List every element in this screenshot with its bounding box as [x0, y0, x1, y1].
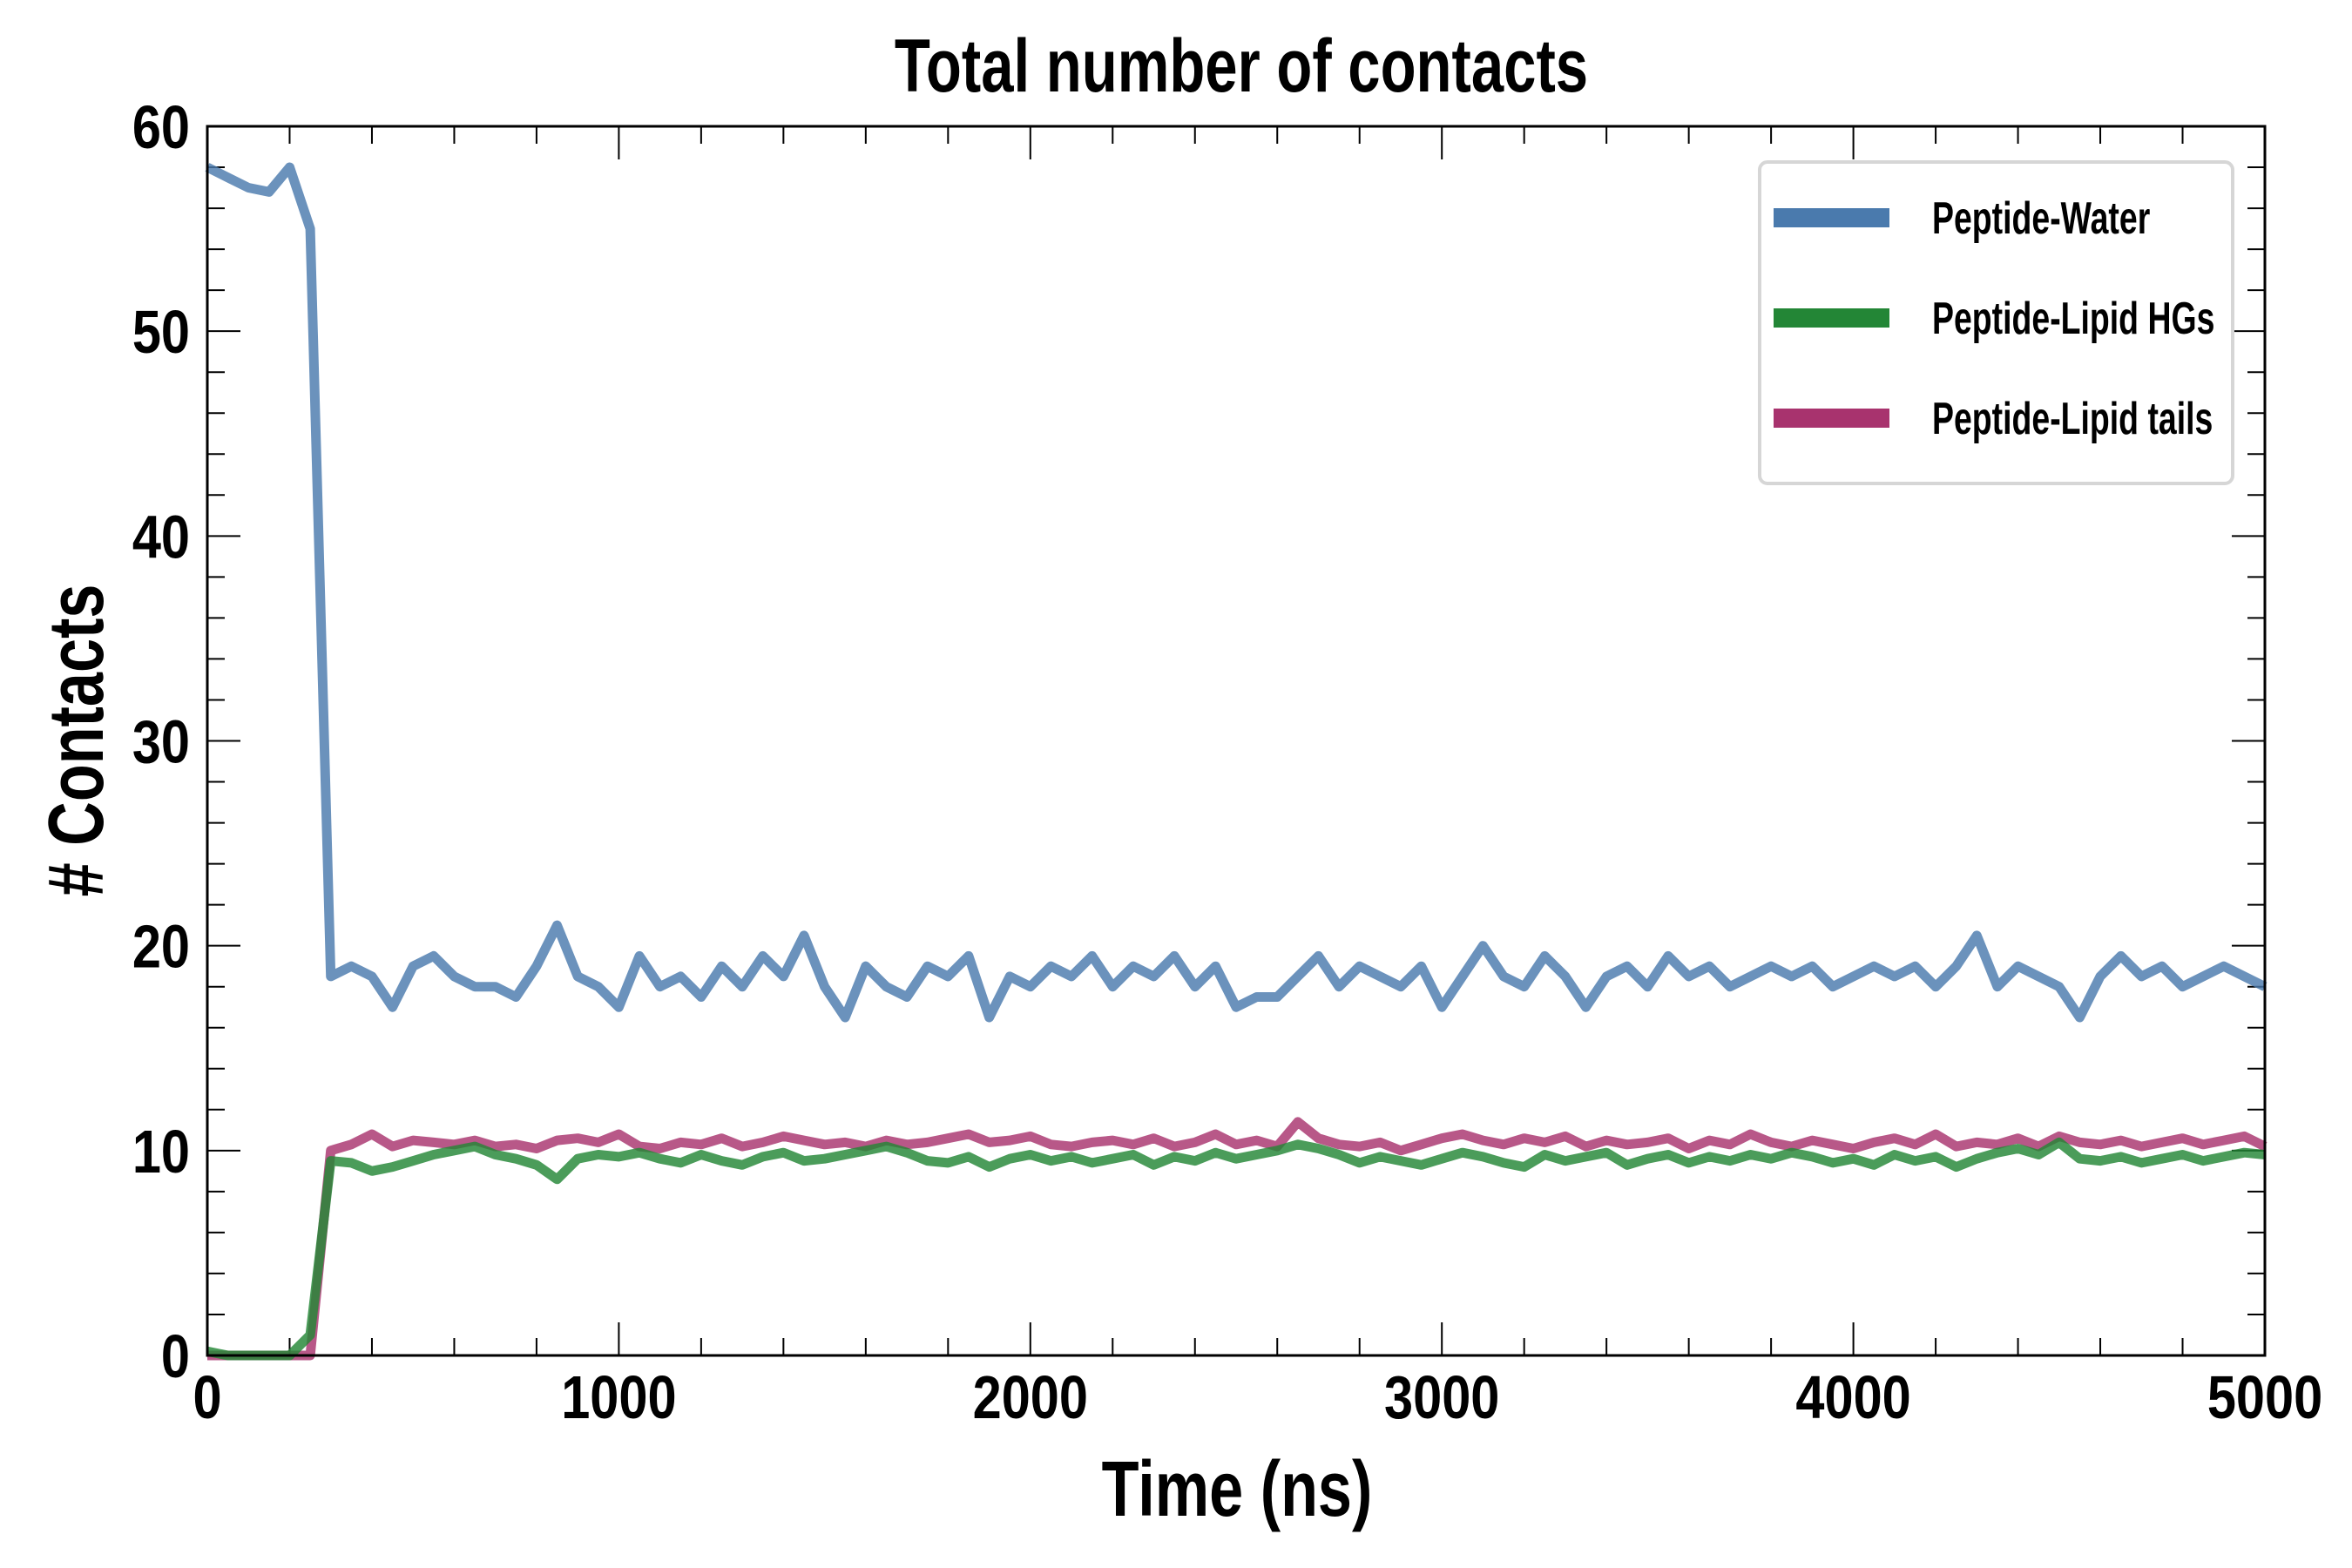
series-line-peptide-lipid-hgs: [206, 1137, 2266, 1361]
y-tick-label: 10: [132, 1117, 190, 1186]
y-tick-label: 40: [132, 503, 190, 571]
plot-frame: [206, 125, 2267, 1357]
x-tick-label: 4000: [1795, 1362, 1910, 1431]
x-tick-label: 1000: [561, 1362, 676, 1431]
legend-box: [1758, 160, 2234, 485]
legend-label: Peptide-Water: [1932, 193, 2150, 244]
legend: Peptide-Water Peptide-Lipid HGs Peptide-Li…: [1758, 160, 2234, 485]
y-tick-label: 60: [132, 92, 190, 161]
y-axis-label: # Contacts: [33, 585, 120, 897]
y-tick-label: 0: [161, 1321, 190, 1390]
series-line-peptide-water: [205, 162, 2268, 1023]
y-tick-label: 20: [132, 912, 190, 981]
legend-label: Peptide-Lipid tails: [1932, 393, 2213, 444]
x-tick-label: 5000: [2207, 1362, 2322, 1431]
legend-label: Peptide-Lipid HGs: [1932, 293, 2214, 344]
legend-swatch: [1774, 208, 1889, 227]
legend-swatch: [1774, 308, 1889, 328]
series-line-peptide-lipid-tails: [207, 1117, 2268, 1361]
x-tick-label: 2000: [973, 1362, 1088, 1431]
y-tick-label: 30: [132, 707, 190, 776]
y-tick-label: 50: [132, 298, 190, 367]
x-axis-label: Time (ns): [1102, 1446, 1373, 1533]
chart-title: Total number of contacts: [895, 24, 1588, 108]
x-tick-label: 0: [193, 1362, 221, 1431]
x-tick-label: 3000: [1384, 1362, 1499, 1431]
legend-swatch: [1774, 409, 1889, 428]
